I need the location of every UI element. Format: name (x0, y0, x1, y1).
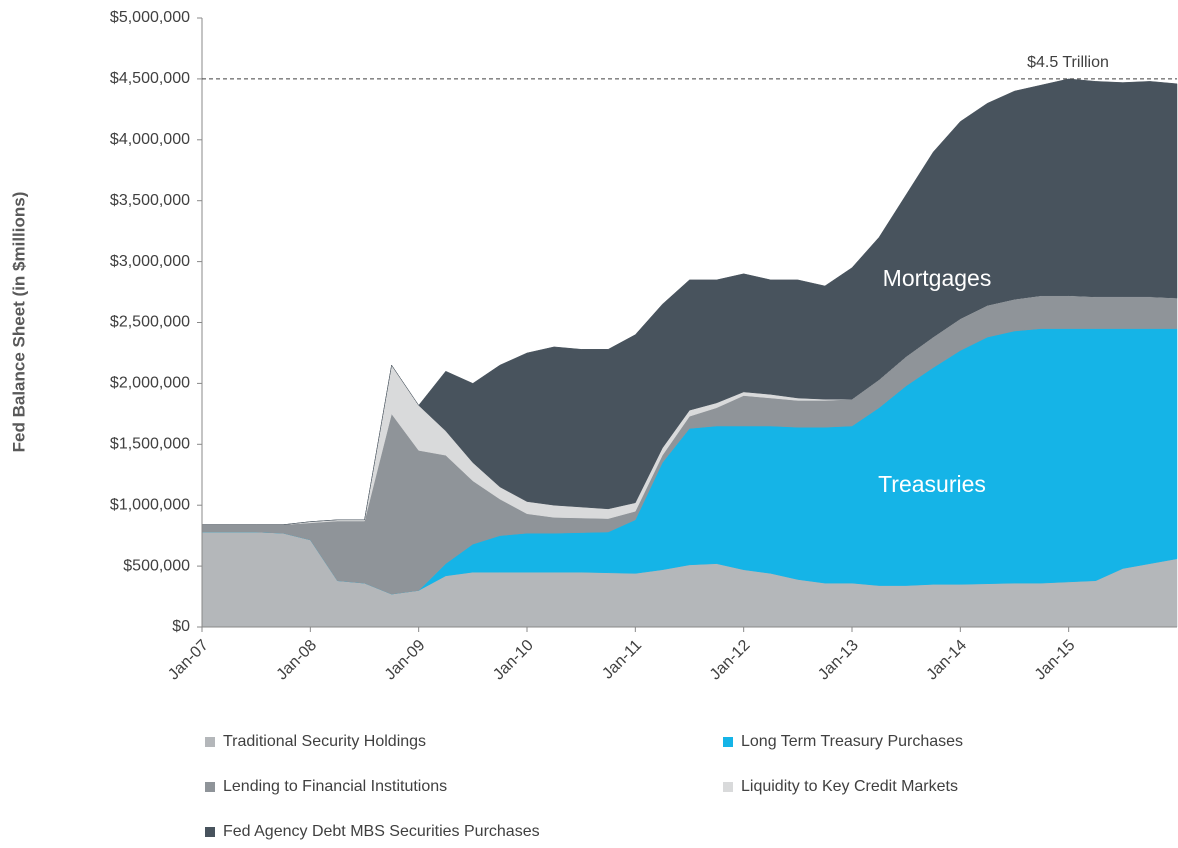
x-tick-label: Jan-08 (274, 637, 321, 684)
y-tick-label: $2,000,000 (110, 375, 190, 392)
y-tick-label: $4,500,000 (110, 70, 190, 87)
x-tick-label: Jan-15 (1032, 637, 1079, 684)
legend-label: Liquidity to Key Credit Markets (741, 778, 958, 795)
x-tick-label: Jan-14 (924, 637, 971, 684)
legend-label: Traditional Security Holdings (223, 733, 426, 750)
y-tick-label: $3,000,000 (110, 253, 190, 270)
legend-swatch (723, 737, 733, 747)
y-tick-label: $5,000,000 (110, 9, 190, 26)
y-tick-label: $1,500,000 (110, 436, 190, 453)
y-tick-label: $3,500,000 (110, 192, 190, 209)
y-axis-title: Fed Balance Sheet (in $millions) (9, 192, 28, 453)
y-tick-label: $1,000,000 (110, 496, 190, 513)
legend-swatch (723, 782, 733, 792)
legend-swatch (205, 737, 215, 747)
annotation: Treasuries (878, 471, 986, 497)
area (202, 78, 1178, 525)
legend-label: Fed Agency Debt MBS Securities Purchases (223, 823, 540, 840)
legend-label: Lending to Financial Institutions (223, 778, 447, 795)
reference-label: $4.5 Trillion (1027, 54, 1109, 71)
y-tick-label: $2,500,000 (110, 314, 190, 331)
y-tick-label: $500,000 (123, 557, 190, 574)
y-tick-label: $0 (172, 618, 190, 635)
x-tick-label: Jan-11 (599, 637, 645, 683)
legend-label: Long Term Treasury Purchases (741, 733, 963, 750)
y-tick-label: $4,000,000 (110, 131, 190, 148)
x-tick-label: Jan-13 (815, 637, 862, 684)
x-tick-label: Jan-09 (382, 637, 429, 684)
legend-swatch (205, 827, 215, 837)
x-tick-label: Jan-07 (165, 637, 212, 684)
annotation: Mortgages (883, 265, 992, 291)
x-tick-label: Jan-10 (490, 637, 537, 684)
x-tick-label: Jan-12 (707, 637, 754, 684)
legend-swatch (205, 782, 215, 792)
